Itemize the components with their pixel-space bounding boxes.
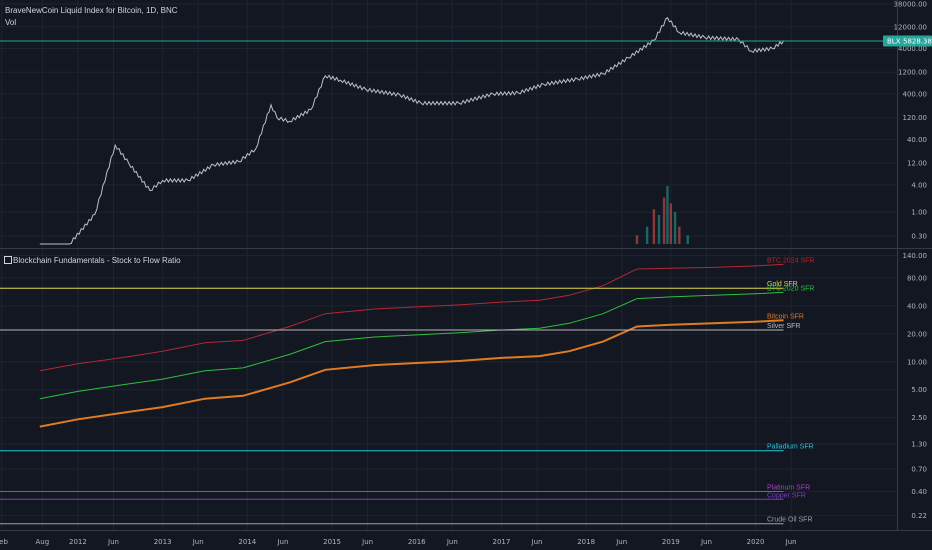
grid — [0, 0, 897, 530]
y-tick-label: 40.00 — [907, 302, 927, 310]
label-platinum-sfr: Platinum SFR — [767, 485, 810, 492]
volume-bar — [673, 212, 677, 244]
x-tick-label: Jun — [531, 538, 543, 546]
label-btc-2020-sfr: BTC 2020 SFR — [767, 285, 814, 292]
label-silver-sfr: Silver SFR — [767, 323, 800, 330]
x-tick-label: Jun — [192, 538, 204, 546]
label-btc-2024-sfr: BTC 2024 SFR — [767, 257, 814, 264]
volume-bar — [686, 235, 689, 244]
y-tick-label: 1.00 — [911, 209, 927, 217]
x-tick-label: Jun — [107, 538, 119, 546]
price-line[interactable] — [39, 16, 784, 245]
x-tick-label: 2013 — [154, 538, 172, 546]
x-tick-label: 2020 — [747, 538, 765, 546]
price-badge-value: 5828.38 — [903, 38, 932, 46]
x-tick-label: Jun — [785, 538, 797, 546]
volume-bar — [645, 226, 649, 244]
y-tick-label: 2.50 — [911, 414, 927, 422]
y-tick-label: 120.00 — [903, 114, 928, 122]
volume-bar — [657, 215, 661, 244]
y-tick-label: 0.22 — [911, 512, 927, 520]
volume-bar — [652, 209, 656, 244]
x-tick-label: Jun — [446, 538, 458, 546]
x-tick-label: 2017 — [493, 538, 511, 546]
y-axis[interactable]: 38000.00 12000.00 4000.00 1200.00 400.00 120.… — [894, 1, 927, 521]
y-tick-label: 4.00 — [911, 181, 927, 189]
y-tick-label: 0.40 — [911, 488, 927, 496]
y-tick-label: 10.00 — [907, 358, 927, 366]
y-tick-label: 0.30 — [911, 232, 927, 240]
y-tick-label: 5.00 — [911, 386, 927, 394]
x-tick-label: Feb — [0, 538, 8, 546]
price-badge-symbol: BLX — [887, 38, 901, 46]
y-tick-label: 38000.00 — [894, 1, 927, 9]
volume-histogram — [635, 186, 689, 244]
label-crude-oil-sfr: Crude Oil SFR — [767, 517, 813, 524]
x-tick-label: 2015 — [323, 538, 341, 546]
x-tick-label: Jun — [615, 538, 627, 546]
volume-bar — [666, 186, 669, 244]
y-tick-label: 80.00 — [907, 274, 927, 282]
x-tick-label: Aug — [36, 538, 50, 546]
x-tick-label: 2016 — [408, 538, 426, 546]
x-tick-label: Jun — [276, 538, 288, 546]
y-tick-label: 1200.00 — [898, 69, 927, 77]
label-bitcoin-sfr: Bitcoin SFR — [767, 313, 804, 320]
x-tick-label: 2012 — [69, 538, 87, 546]
volume-bar — [678, 226, 681, 244]
volume-bar — [662, 197, 666, 244]
label-copper-sfr: Copper SFR — [767, 492, 806, 499]
y-tick-label: 12000.00 — [894, 23, 927, 31]
series-bitcoin-sfr[interactable] — [39, 319, 784, 428]
volume-label[interactable]: Vol — [5, 18, 17, 27]
y-tick-label: 1.30 — [911, 441, 927, 449]
series-btc-2020-sfr[interactable] — [39, 291, 784, 400]
x-tick-label: 2018 — [577, 538, 595, 546]
y-tick-label: 20.00 — [907, 330, 927, 338]
y-tick-label: 40.00 — [907, 136, 927, 144]
volume-bar — [635, 235, 639, 244]
x-tick-label: 2019 — [662, 538, 680, 546]
y-tick-label: 0.70 — [911, 465, 927, 473]
indicator-title: Blockchain Fundamentals - Stock to Flow … — [13, 256, 181, 265]
y-tick-label: 4000.00 — [898, 45, 927, 53]
label-gold-sfr: Gold SFR — [767, 281, 798, 288]
x-tick-label: Jun — [361, 538, 373, 546]
series-btc-2024-sfr[interactable] — [39, 263, 784, 372]
series-layer — [0, 16, 897, 525]
x-axis[interactable]: Feb Aug 2012 Jun 2013 Jun 2014 Jun 2015 Jun 2016 Ju… — [0, 538, 797, 546]
indicator-icon — [4, 256, 12, 264]
chart-title[interactable]: BraveNewCoin Liquid Index for Bitcoin, 1… — [5, 6, 178, 15]
price-badge[interactable]: BLX 5828.38 — [883, 35, 932, 47]
indicator-title-row[interactable]: Blockchain Fundamentals - Stock to Flow … — [4, 256, 181, 265]
y-tick-label: 400.00 — [903, 90, 928, 98]
label-palladium-sfr: Palladium SFR — [767, 444, 814, 451]
x-tick-label: Jun — [700, 538, 712, 546]
y-tick-label: 12.00 — [907, 160, 927, 168]
y-tick-label: 140.00 — [903, 252, 928, 260]
x-tick-label: 2014 — [238, 538, 256, 546]
volume-bar — [669, 203, 673, 244]
